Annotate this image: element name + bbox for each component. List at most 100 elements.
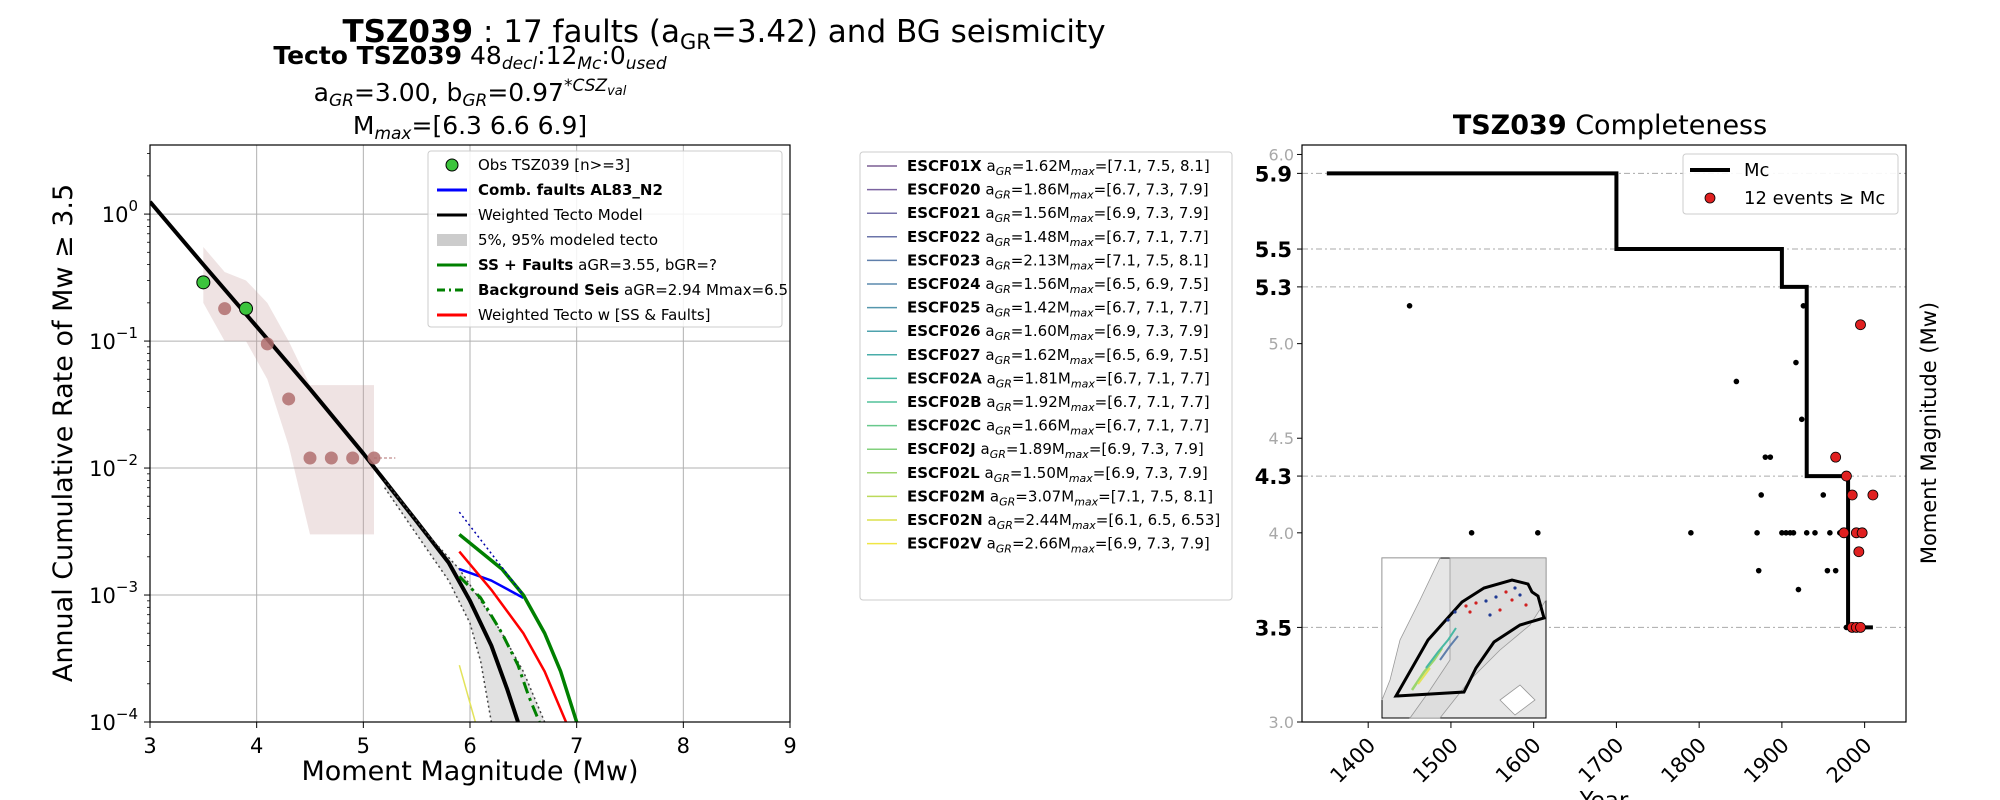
fault-agr: 1.66 <box>1024 417 1057 435</box>
event-above-mc <box>1830 451 1842 463</box>
fault-agr-prefix: a <box>983 511 997 529</box>
inset-epicenter <box>1494 595 1498 599</box>
rate-plot-y-label: Annual Cumulative Rate of Mw ≥ 3.5 <box>48 184 79 682</box>
fault-legend-label: ESCF021 aGR=1.56Mmax=[6.9, 7.3, 7.9] <box>907 204 1209 225</box>
fault-agr-sub: GR <box>995 283 1011 296</box>
fault-mmax: =[6.9, 7.3, 7.9] <box>1094 322 1209 340</box>
fault-mmax: =[6.7, 7.3, 7.9] <box>1094 181 1209 199</box>
fault-agr: 1.62 <box>1023 346 1056 364</box>
y-tick-label: 10−1 <box>89 324 138 354</box>
completeness-plot: 1400 1500 1600 1700 1800 1900 2000 3.0 4.0 4.5 5.… <box>1255 144 1941 800</box>
fault-name: ESCF02C <box>907 417 981 435</box>
fault-agr-sub: GR <box>995 307 1011 320</box>
y-tick-label-mc: 4.3 <box>1255 465 1292 489</box>
y-tick-base: 10 <box>102 203 129 227</box>
fault-agr-value: = <box>1011 275 1024 293</box>
inset-epicenter <box>1524 603 1528 607</box>
event-below-mc <box>1783 530 1789 536</box>
event-below-mc <box>1754 530 1760 536</box>
y-tick-label-minor: 6.0 <box>1269 145 1294 164</box>
rate-plot-legend: Obs TSZ039 [n>=3] Comb. faults AL83_N2 Wei… <box>427 150 788 328</box>
obs-point-declustered <box>282 392 296 406</box>
fault-agr-sub: GR <box>995 330 1011 343</box>
fault-mmax: =[6.7, 7.1, 7.7] <box>1094 417 1209 435</box>
completeness-frame <box>1301 144 1907 723</box>
fault-mmax-sub: max <box>1070 189 1094 202</box>
fault-agr-sub: GR <box>996 543 1012 556</box>
y-tick-label: 100 <box>102 197 138 227</box>
fault-name: ESCF02L <box>907 464 980 482</box>
event-below-mc <box>1820 492 1827 498</box>
fault-agr-value: = <box>1006 440 1019 458</box>
fault-agr-value: = <box>1013 511 1026 529</box>
fault-mmax-prefix: M <box>1058 369 1071 387</box>
event-below-mc <box>1762 454 1769 460</box>
fault-agr-value: = <box>1012 369 1025 387</box>
fault-mmax: =[7.1, 7.5, 8.1] <box>1095 157 1210 175</box>
fault-agr-sub: GR <box>996 377 1012 390</box>
fault-agr-prefix: a <box>981 322 995 340</box>
fault-agr-prefix: a <box>982 535 996 553</box>
fault-agr-value: = <box>1012 393 1025 411</box>
event-above-mc <box>1853 546 1865 558</box>
event-above-mc <box>1841 470 1852 482</box>
fault-agr-value: = <box>1011 417 1024 435</box>
fault-agr-value: = <box>1011 181 1024 199</box>
legend-label: SS + Faults aGR=3.55, bGR=? <box>478 256 717 274</box>
fault-agr: 3.07 <box>1028 487 1061 505</box>
fault-agr: 1.89 <box>1018 440 1051 458</box>
legend-label-bold: SS + Faults <box>478 256 573 274</box>
fault-legend-label: ESCF02C aGR=1.66Mmax=[6.7, 7.1, 7.7] <box>907 417 1209 438</box>
fault-mmax-sub: max <box>1072 519 1096 532</box>
fault-agr: 2.66 <box>1025 535 1058 553</box>
obs-point-declustered <box>367 451 381 465</box>
fault-legend-label: ESCF02L aGR=1.50Mmax=[6.9, 7.3, 7.9] <box>907 464 1208 485</box>
fault-agr: 2.13 <box>1023 251 1056 269</box>
legend-label-text: Weighted Tecto w [SS & Faults] <box>478 306 711 324</box>
fault-agr-sub: GR <box>996 165 1012 178</box>
fault-agr-sub: GR <box>997 519 1013 532</box>
event-above-mc <box>1867 489 1879 501</box>
x-tick-label: 1400 <box>1325 733 1380 788</box>
inset-epicenter <box>1464 604 1468 608</box>
fault-agr-prefix: a <box>985 487 999 505</box>
x-tick-label: 1500 <box>1408 733 1463 788</box>
fault-agr-value: = <box>1010 464 1023 482</box>
fault-mmax-sub: max <box>1065 448 1089 461</box>
fault-agr-sub: GR <box>999 495 1015 508</box>
fault-agr-sub: GR <box>995 425 1011 438</box>
fault-agr: 1.92 <box>1024 393 1057 411</box>
series-line-ss-faults <box>458 533 579 722</box>
completeness-events <box>1406 303 1879 633</box>
event-below-mc <box>1812 530 1818 536</box>
x-tick-label: 1700 <box>1574 733 1629 788</box>
fault-agr-value: = <box>1011 299 1024 317</box>
y-tick-base: 10 <box>89 711 116 735</box>
fault-name: ESCF022 <box>907 228 981 246</box>
y-tick-label-mc: 3.5 <box>1255 616 1292 640</box>
event-below-mc <box>1779 530 1785 536</box>
fault-mmax: =[6.9, 7.3, 7.9] <box>1094 204 1209 222</box>
y-tick-exponent: −4 <box>116 705 138 723</box>
fault-agr-prefix: a <box>981 181 995 199</box>
inset-epicenter <box>1504 590 1508 594</box>
fault-name: ESCF025 <box>907 299 981 317</box>
inset-epicenter <box>1513 586 1517 590</box>
rate-plot-points <box>196 275 381 465</box>
fault-mmax-sub: max <box>1071 543 1095 556</box>
obs-point-declustered <box>218 302 232 316</box>
fault-legend-label: ESCF023 aGR=2.13Mmax=[7.1, 7.5, 8.1] <box>907 251 1209 272</box>
fault-name: ESCF02V <box>907 535 982 553</box>
fault-agr: 1.60 <box>1023 322 1056 340</box>
event-below-mc <box>1832 567 1839 574</box>
event-above-mc <box>1846 489 1858 501</box>
inset-fault-trace <box>1417 667 1431 685</box>
event-below-mc <box>1824 567 1831 574</box>
completeness-x-label: Year <box>1579 788 1629 800</box>
fault-agr-value: = <box>1011 346 1024 364</box>
inset-island <box>1499 684 1536 716</box>
rate-plot-x-label: Moment Magnitude (Mw) <box>301 756 638 787</box>
fault-legend-label: ESCF022 aGR=1.48Mmax=[6.7, 7.1, 7.7] <box>907 228 1209 249</box>
left-title-line-3: Mmax=[6.3 6.6 6.9] <box>353 111 587 144</box>
fault-mmax-sub: max <box>1070 330 1094 343</box>
